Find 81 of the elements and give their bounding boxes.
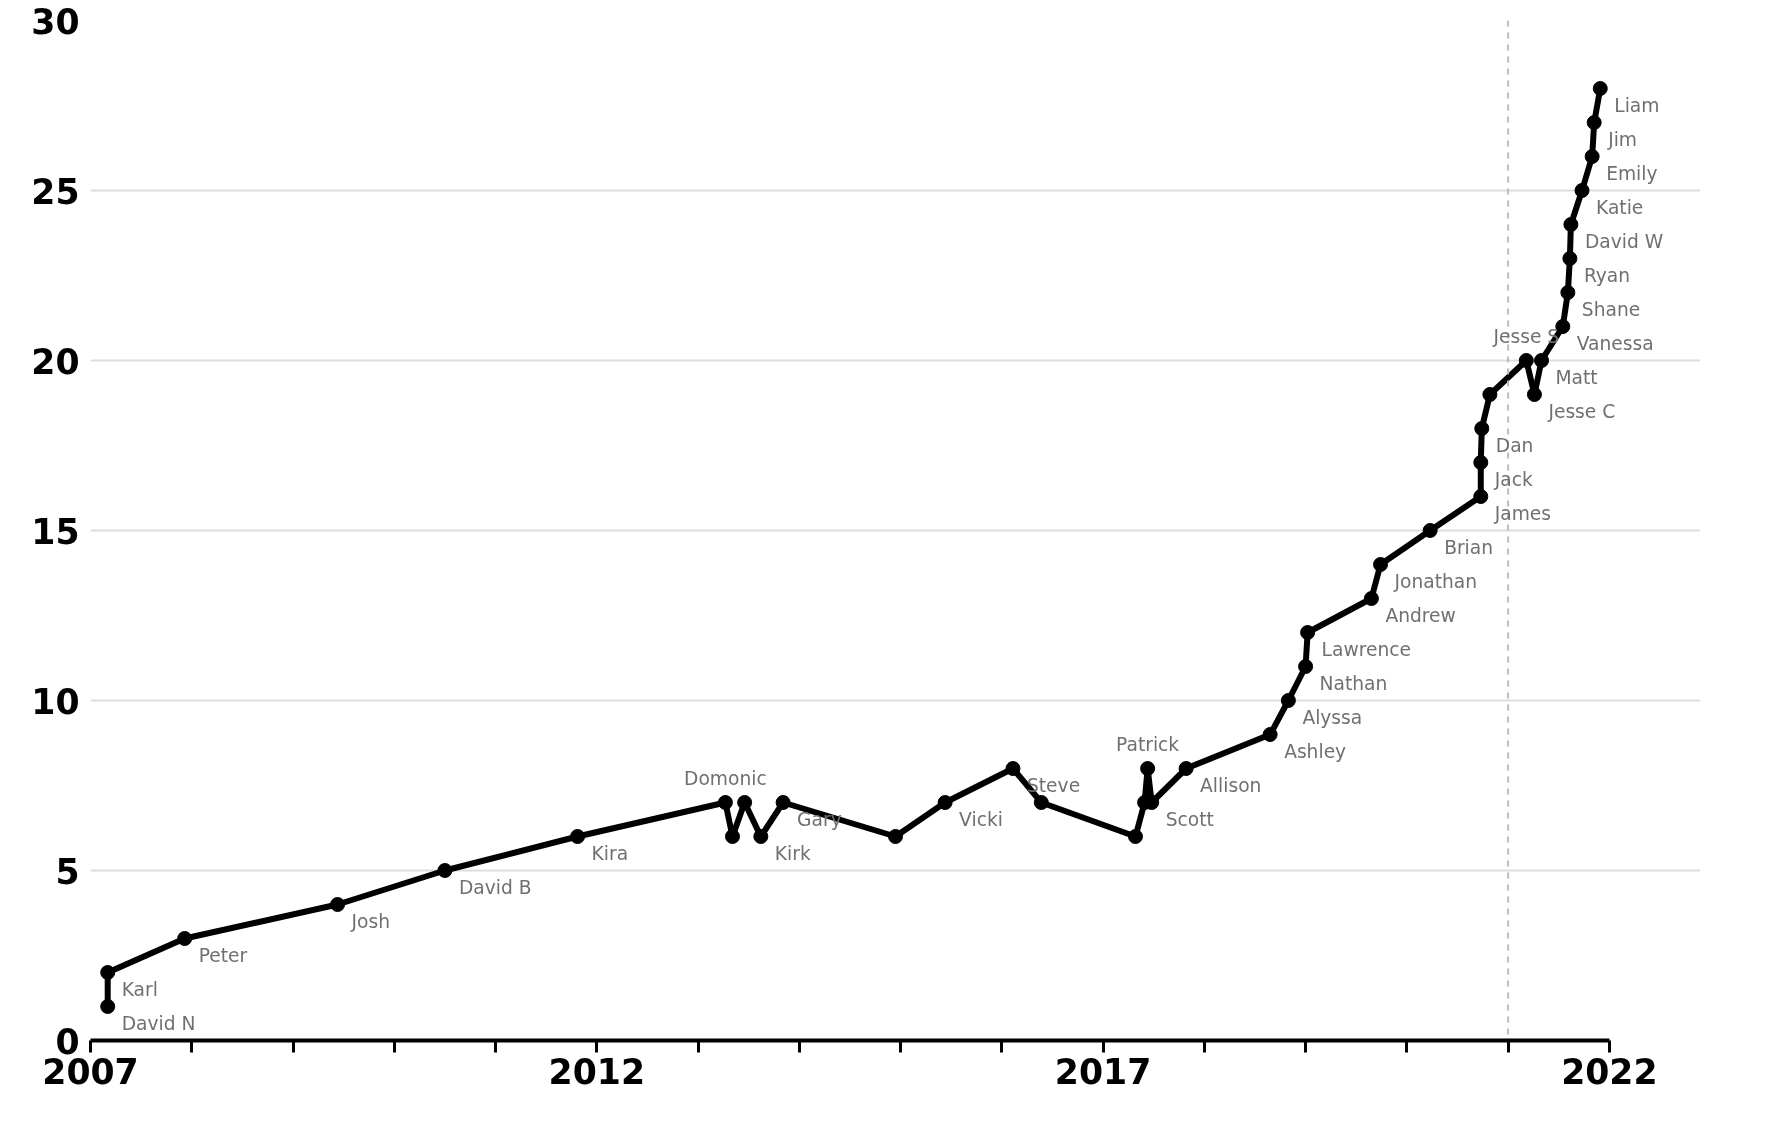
point xyxy=(1482,387,1498,402)
annotation: David N xyxy=(121,1012,196,1034)
annotation: David W xyxy=(1584,230,1664,252)
x-tick-label: 2022 xyxy=(1561,1051,1658,1092)
annotation: Vicki xyxy=(959,808,1003,830)
annotation: Katie xyxy=(1596,196,1644,218)
annotation: Domonic xyxy=(684,767,767,789)
point xyxy=(1373,557,1389,572)
annotation: Shane xyxy=(1581,298,1641,320)
annotation: Jesse S xyxy=(1492,325,1560,347)
point xyxy=(1526,387,1542,402)
annotation: Scott xyxy=(1165,808,1214,830)
annotation: Josh xyxy=(350,910,391,932)
point xyxy=(1178,761,1194,776)
annotation: Lawrence xyxy=(1321,638,1412,660)
annotation: Jim xyxy=(1607,128,1638,150)
annotation: David B xyxy=(458,876,532,898)
point xyxy=(717,795,733,810)
point xyxy=(1127,829,1143,844)
point xyxy=(1280,693,1296,708)
point xyxy=(1592,81,1608,96)
point xyxy=(1574,183,1590,198)
point xyxy=(437,863,453,878)
point xyxy=(1563,217,1579,232)
point xyxy=(1518,353,1534,368)
y-tick-label: 15 xyxy=(31,511,80,552)
y-tick-label: 5 xyxy=(55,851,80,892)
point xyxy=(1422,523,1438,538)
annotation: Alyssa xyxy=(1302,706,1363,728)
point xyxy=(1474,421,1490,436)
point xyxy=(1363,591,1379,606)
point xyxy=(888,829,903,844)
annotation: James xyxy=(1493,502,1552,524)
x-tick-label: 2017 xyxy=(1054,1051,1152,1092)
y-tick-label: 25 xyxy=(31,171,80,212)
point xyxy=(100,965,116,980)
annotation: Vanessa xyxy=(1576,332,1654,354)
point xyxy=(330,897,346,912)
annotation: Emily xyxy=(1606,162,1658,184)
point xyxy=(753,829,769,844)
point xyxy=(1560,285,1576,300)
point xyxy=(1298,659,1314,674)
point xyxy=(570,829,586,844)
point xyxy=(724,829,740,844)
annotation: Karl xyxy=(121,978,158,1000)
point xyxy=(177,931,193,946)
annotation: Liam xyxy=(1614,94,1660,116)
annotation: Dan xyxy=(1495,434,1534,456)
annotation: Patrick xyxy=(1116,733,1180,755)
annotation: Ryan xyxy=(1583,264,1631,286)
annotation: Peter xyxy=(198,944,248,966)
point xyxy=(1534,353,1550,368)
point xyxy=(1584,149,1600,164)
y-tick-label: 20 xyxy=(31,341,80,382)
annotation: Andrew xyxy=(1385,604,1456,626)
annotation: Jack xyxy=(1493,468,1533,490)
point xyxy=(737,795,753,810)
annotation: Matt xyxy=(1555,366,1598,388)
point xyxy=(1562,251,1578,266)
point xyxy=(1473,489,1489,504)
annotation: Brian xyxy=(1444,536,1494,558)
y-tick-label: 10 xyxy=(31,681,80,722)
point xyxy=(1005,761,1021,776)
point xyxy=(1140,761,1156,776)
annotation: Allison xyxy=(1200,774,1262,796)
annotation: Nathan xyxy=(1319,672,1388,694)
point xyxy=(1262,727,1278,742)
point xyxy=(775,795,791,810)
point xyxy=(1473,455,1489,470)
annotation: Jesse C xyxy=(1547,400,1616,422)
x-tick-label: 2012 xyxy=(548,1051,646,1092)
point xyxy=(937,795,953,810)
point xyxy=(1300,625,1316,640)
annotation: Ashley xyxy=(1284,740,1347,762)
annotation: Kira xyxy=(591,842,629,864)
point xyxy=(100,999,116,1014)
point xyxy=(1033,795,1049,810)
point xyxy=(1586,115,1602,130)
annotation: Jonathan xyxy=(1393,570,1478,592)
annotation: Kirk xyxy=(774,842,811,864)
y-tick-label: 30 xyxy=(31,1,80,42)
